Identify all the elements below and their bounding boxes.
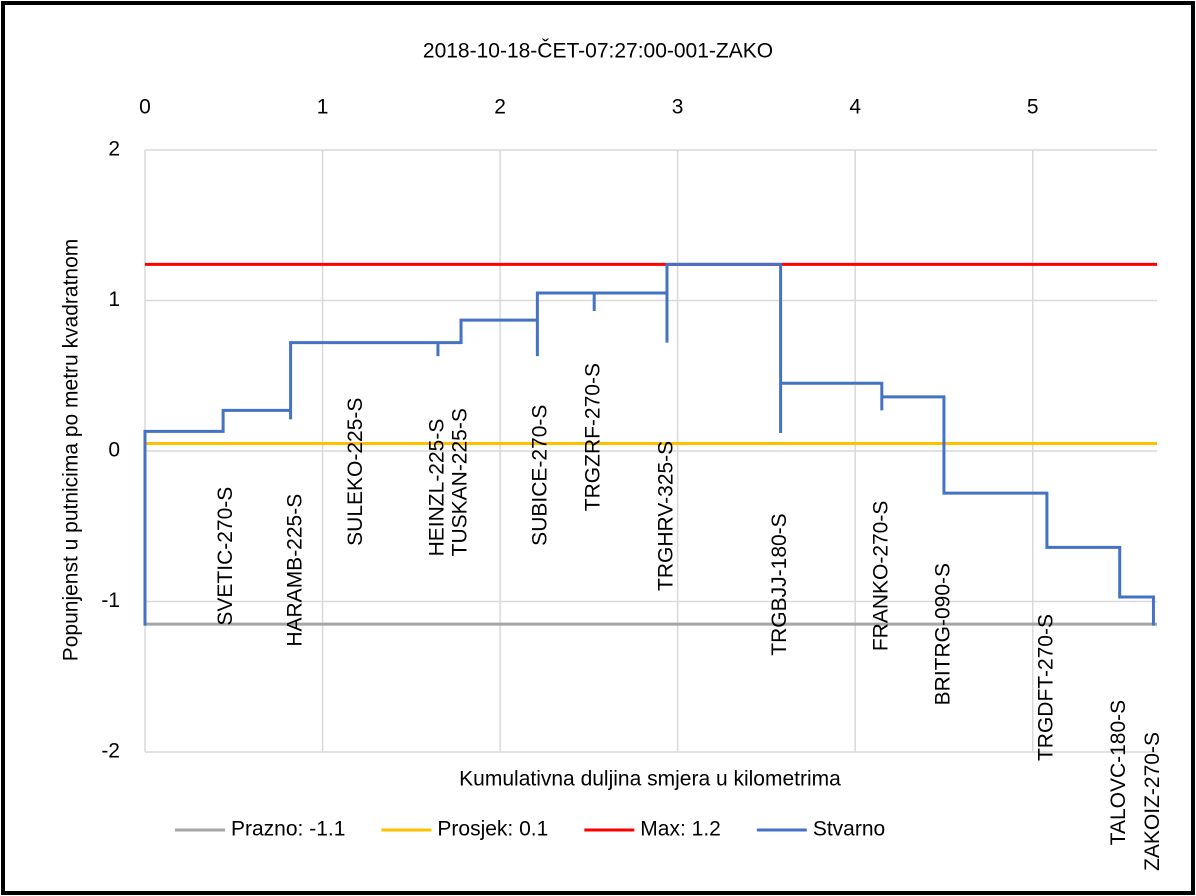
- station-label: ZAKOIZ-270-S: [1141, 732, 1164, 871]
- y-tick-label: 1: [108, 288, 120, 311]
- x-tick-label: 0: [139, 96, 151, 119]
- legend-label: Max: 1.2: [640, 818, 721, 841]
- y-tick-label: -2: [101, 740, 120, 763]
- x-tick-label: 4: [849, 96, 861, 119]
- station-label: TUSKAN-225-S: [449, 408, 472, 556]
- station-label: TALOVC-180-S: [1107, 700, 1130, 846]
- x-tick-label: 1: [317, 96, 329, 119]
- legend-label: Prazno: -1.1: [231, 818, 345, 841]
- y-tick-label: 2: [108, 138, 120, 161]
- y-axis-label: Popunjenst u putnicima po metru kvadratn…: [60, 239, 83, 662]
- station-label: SULEKO-225-S: [344, 398, 367, 546]
- x-tick-label: 3: [672, 96, 684, 119]
- legend-label: Prosjek: 0.1: [437, 818, 548, 841]
- y-tick-label: 0: [108, 439, 120, 462]
- station-label: TRGZRF-270-S: [582, 363, 605, 511]
- station-label: SUBICE-270-S: [528, 405, 551, 546]
- station-label: SVETIC-270-S: [214, 487, 237, 626]
- series-line: [143, 262, 1155, 626]
- x-tick-label: 5: [1027, 96, 1039, 119]
- chart-title: 2018-10-18-ČET-07:27:00-001-ZAKO: [423, 40, 773, 63]
- station-label: TRGBJJ-180-S: [768, 513, 791, 655]
- legend-label: Stvarno: [813, 818, 885, 841]
- station-label: TRGDFT-270-S: [1034, 614, 1057, 761]
- station-label: BRITRG-090-S: [931, 563, 954, 705]
- station-label: FRANKO-270-S: [869, 501, 892, 652]
- station-label: TRGHRV-325-S: [655, 441, 678, 591]
- y-tick-label: -1: [101, 589, 120, 612]
- station-label: HEINZL-225-S: [425, 419, 448, 557]
- x-axis-label: Kumulativna duljina smjera u kilometrima: [459, 768, 841, 791]
- x-tick-label: 2: [494, 96, 506, 119]
- station-label: HARAMB-225-S: [283, 494, 306, 647]
